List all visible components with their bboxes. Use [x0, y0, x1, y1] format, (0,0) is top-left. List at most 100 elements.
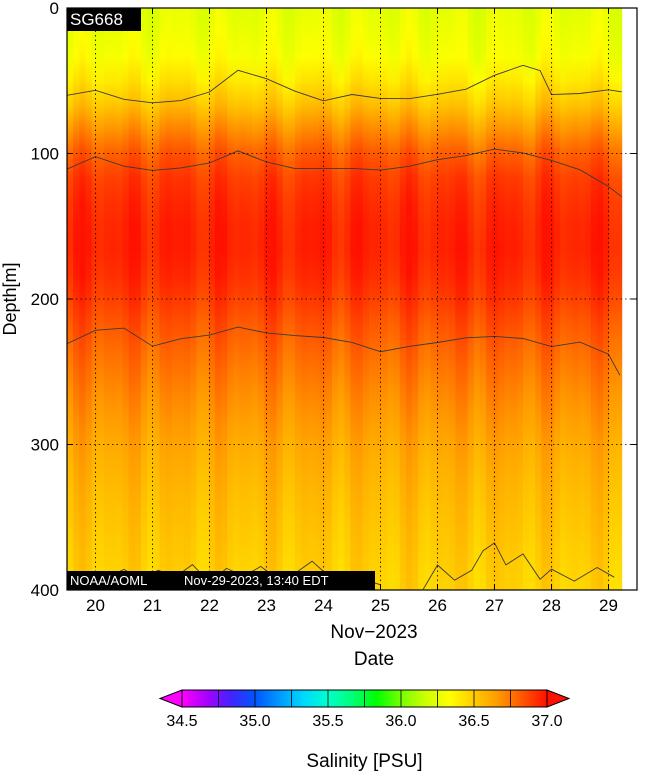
- heatmap-column: [344, 8, 352, 590]
- heatmap-column: [331, 8, 339, 590]
- colorbar-extend-high: [546, 689, 571, 708]
- heatmap-column: [233, 8, 241, 590]
- heatmap-column: [578, 8, 586, 590]
- heatmap-column: [264, 8, 271, 590]
- heatmap-column: [165, 8, 173, 590]
- x-tick-label: 28: [542, 596, 561, 615]
- heatmap-column: [430, 8, 438, 590]
- x-axis-label-month: Nov−2023: [330, 622, 417, 643]
- contour-line: [67, 326, 621, 376]
- platform-label: SG668: [70, 10, 123, 29]
- heatmap-column: [516, 8, 524, 590]
- credit-label: NOAA/AOML: [70, 573, 147, 588]
- heatmap-column: [251, 8, 259, 590]
- x-axis-label: Date: [354, 649, 394, 670]
- colorbar-tick-label: 36.5: [458, 713, 489, 730]
- y-tick-label: 200: [31, 290, 59, 309]
- heatmap-column: [461, 8, 469, 590]
- heatmap-column: [85, 8, 93, 590]
- heatmap-column: [116, 8, 124, 590]
- timestamp-label: Nov-29-2023, 13:40 EDT: [184, 573, 329, 588]
- heatmap-column: [319, 8, 327, 590]
- grid-lines: [67, 8, 637, 590]
- heatmap-column: [566, 8, 573, 590]
- heatmap-column: [504, 8, 512, 590]
- heatmap-column: [584, 8, 592, 590]
- heatmap-column: [153, 8, 161, 590]
- colorbar-tick-label: 35.0: [239, 713, 270, 730]
- heatmap-column: [103, 8, 111, 590]
- x-tick-label: 24: [314, 596, 333, 615]
- x-axis: 20 21 22 23 24 25 26 27 28 29: [86, 8, 618, 615]
- salinity-heatmap: [67, 8, 623, 590]
- heatmap-column: [79, 8, 87, 590]
- heatmap-column: [412, 8, 419, 590]
- x-tick-label: 23: [257, 596, 276, 615]
- contour-line: [422, 542, 615, 590]
- heatmap-column: [553, 8, 561, 590]
- heatmap-column: [245, 8, 253, 590]
- heatmap-column: [529, 8, 536, 590]
- heatmap-column: [110, 8, 117, 590]
- y-axis-label: Depth[m]: [0, 262, 20, 335]
- x-tick-label: 21: [143, 596, 162, 615]
- y-tick-label: 400: [31, 581, 59, 600]
- heatmap-column: [214, 8, 222, 590]
- x-tick-label: 29: [599, 596, 618, 615]
- heatmap-column: [202, 8, 210, 590]
- heatmap-column: [313, 8, 321, 590]
- heatmap-column: [387, 8, 395, 590]
- heatmap-column: [270, 8, 278, 590]
- y-tick-label: 100: [31, 145, 59, 164]
- heatmap-column: [547, 8, 555, 590]
- heatmap-column: [535, 8, 543, 590]
- colorbar: 34.5 35.0 35.5 36.0 36.5 37.0: [158, 689, 571, 730]
- heatmap-column: [97, 8, 105, 590]
- colorbar-tick-label: 36.0: [385, 713, 416, 730]
- heatmap-column: [381, 8, 389, 590]
- heatmap-column: [221, 8, 228, 590]
- heatmap-column: [227, 8, 234, 590]
- x-tick-label: 20: [86, 596, 105, 615]
- x-tick-label: 26: [428, 596, 447, 615]
- colorbar-extend-low: [158, 689, 183, 708]
- heatmap-column: [177, 8, 185, 590]
- heatmap-column: [196, 8, 204, 590]
- credit-label-box: [67, 571, 375, 590]
- heatmap-column: [498, 8, 506, 590]
- heatmap-column: [184, 8, 191, 590]
- colorbar-tick-label: 35.5: [312, 713, 343, 730]
- heatmap-column: [436, 8, 444, 590]
- contour-line: [67, 148, 622, 198]
- heatmap-column: [596, 8, 604, 590]
- salinity-contours: [67, 64, 622, 590]
- heatmap-column: [510, 8, 518, 590]
- colorbar-label: Salinity [PSU]: [306, 751, 422, 772]
- contour-line: [67, 64, 622, 104]
- heatmap-column: [449, 8, 456, 590]
- colorbar-tick-label: 37.0: [531, 713, 562, 730]
- heatmap-column: [486, 8, 493, 590]
- colorbar-tick-label: 34.5: [166, 713, 197, 730]
- platform-label-box: [67, 8, 141, 31]
- heatmap-column: [603, 8, 610, 590]
- heatmap-column: [362, 8, 370, 590]
- heatmap-column: [301, 8, 308, 590]
- x-tick-label: 22: [200, 596, 219, 615]
- heatmap-column: [615, 8, 623, 590]
- y-tick-label: 0: [50, 0, 59, 18]
- y-axis: 0 100 200 300 400: [31, 0, 637, 600]
- heatmap-column: [350, 8, 358, 590]
- heatmap-column: [282, 8, 290, 590]
- heatmap-column: [128, 8, 136, 590]
- heatmap-column: [418, 8, 426, 590]
- heatmap-column: [479, 8, 487, 590]
- heatmap-column: [368, 8, 376, 590]
- heatmap-column: [134, 8, 142, 590]
- heatmap-column: [399, 8, 407, 590]
- heatmap-column: [295, 8, 302, 590]
- heatmap-column: [467, 8, 475, 590]
- heatmap-column: [147, 8, 154, 590]
